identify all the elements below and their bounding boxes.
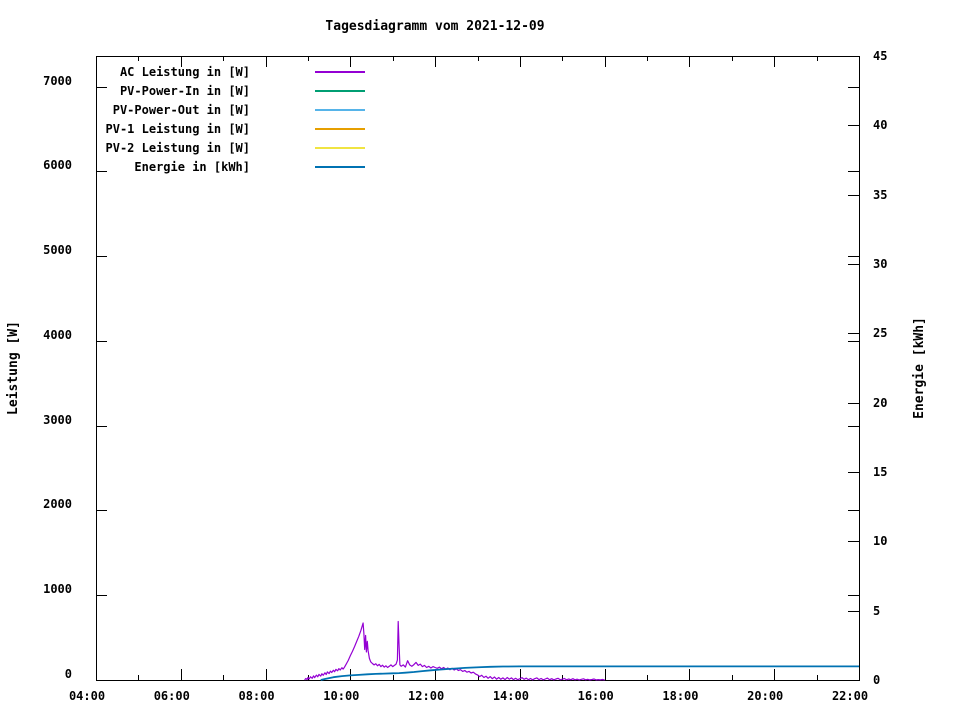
x-tick-label: 10:00 [323,689,360,703]
y2-tick-label: 10 [873,534,888,549]
legend-line-sample [315,108,365,111]
x-tick-label: 18:00 [662,689,699,703]
y2-tick-label: 25 [873,326,888,341]
y-tick-label: 5000 [43,243,72,258]
x-tick-label: 14:00 [492,689,529,703]
x-tick-label: 08:00 [238,689,275,703]
legend-line-sample [315,146,365,149]
y2-tick-label: 35 [873,187,888,202]
legend-label: PV-2 Leistung in [W] [105,140,251,155]
y-tick-label: 4000 [43,327,72,342]
y2-tick-label: 5 [873,603,881,618]
legend-label: AC Leistung in [W] [119,64,250,79]
y-tick-label: 6000 [43,158,72,173]
y2-tick-label: 45 [873,49,888,63]
x-tick-label: 12:00 [408,689,445,703]
y-tick-label: 1000 [43,582,72,597]
legend-line-sample [315,89,365,92]
y2-tick-label: 20 [873,395,888,410]
legend-label: PV-Power-Out in [W] [112,102,250,117]
y-tick-label: 7000 [43,73,72,88]
y2-tick-label: 40 [873,118,888,133]
x-tick-label: 22:00 [831,689,869,703]
legend-label: PV-1 Leistung in [W] [105,121,251,136]
y-tick-label: 2000 [43,497,72,512]
legend-label: PV-Power-In in [W] [119,83,250,98]
y2-tick-label: 15 [873,465,888,479]
y-tick-label: 0 [64,667,72,681]
y2-tick-label: 0 [873,673,881,687]
x-tick-label: 06:00 [153,689,190,703]
x-tick-label: 20:00 [747,689,784,703]
x-tick-label: 04:00 [68,689,106,703]
chart-title: Tagesdiagramm vom 2021-12-09 [325,19,545,34]
legend-line-sample [315,70,365,73]
y-tick-label: 3000 [43,412,72,427]
legend-label: Energie in [kWh] [134,159,250,174]
series-line [304,620,605,681]
legend-line-sample [315,165,365,168]
series-line [320,665,859,681]
legend-line-sample [315,127,365,130]
x-tick-label: 16:00 [577,689,614,703]
y2-tick-label: 30 [873,257,888,271]
